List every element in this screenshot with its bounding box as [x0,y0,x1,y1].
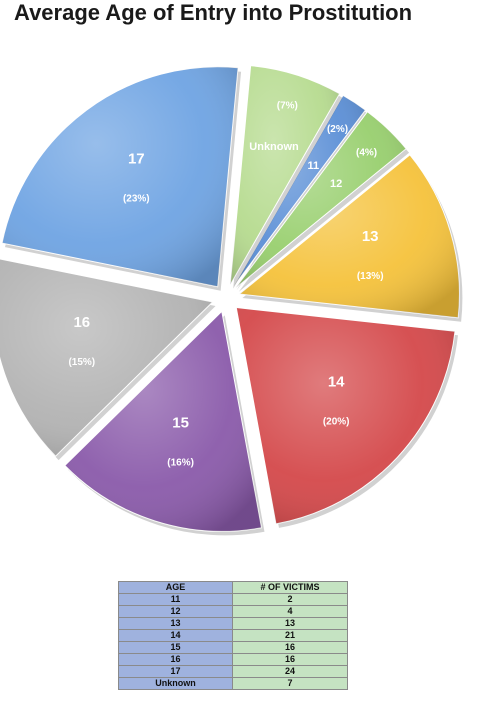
cell-age: 13 [118,617,233,630]
slice-label: 14 [328,373,345,390]
slice-percent-label: (13%) [357,271,384,282]
slice-percent-label: (15%) [68,357,95,368]
table-row: 13 13 [118,617,348,630]
cell-victims: 16 [232,653,348,666]
pie-slice-gloss [235,111,407,288]
header-victims: # OF VICTIMS [232,581,348,594]
slice-label: 12 [330,178,342,190]
header-age: AGE [118,581,233,594]
slice-percent-label: (4%) [356,147,377,158]
slice-percent-label: (2%) [327,124,348,135]
table-row: Unknown 7 [118,677,348,690]
cell-age: 16 [118,653,233,666]
slice-percent-label: (23%) [123,193,150,204]
slice-label: 17 [128,150,145,167]
pie-chart: 11 (2%) 12 (4%) 13 (13%) 14 (20%) 15 (16%) 16 (15%)… [0,65,463,536]
pie-slice-gloss [2,66,239,287]
pie-slice-gloss [230,65,340,285]
cell-victims: 7 [232,677,348,690]
table-row: 15 16 [118,641,348,654]
cell-age: Unknown [118,677,233,690]
pie-slice-gloss [64,311,262,532]
cell-victims: 21 [232,629,348,642]
table-row: 11 2 [118,593,348,606]
slice-label: 15 [172,414,189,431]
slice-percent-label: (16%) [167,457,194,468]
slice-label: 13 [362,228,379,245]
slice-percent-label: (20%) [323,416,350,427]
table-row: 14 21 [118,629,348,642]
pie-slice-gloss [233,95,366,287]
cell-victims: 16 [232,641,348,654]
cell-age: 12 [118,605,233,618]
cell-age: 17 [118,665,233,678]
cell-age: 14 [118,629,233,642]
cell-victims: 13 [232,617,348,630]
slice-label: 11 [308,160,320,172]
cell-victims: 2 [232,593,348,606]
cell-victims: 4 [232,605,348,618]
table-row: 16 16 [118,653,348,666]
table-row: 12 4 [118,605,348,618]
cell-age: 11 [118,593,233,606]
table-header-row: AGE # OF VICTIMS [118,581,348,594]
slice-percent-label: (7%) [277,100,298,111]
data-table: AGE # OF VICTIMS 11 2 12 4 13 13 14 21 1… [118,581,348,690]
chart-title: Average Age of Entry into Prostitution [14,0,413,25]
slice-label: 16 [73,314,90,331]
pie-slice-gloss [0,258,213,457]
slice-label: Unknown [249,141,299,153]
table-row: 17 24 [118,665,348,678]
cell-age: 15 [118,641,233,654]
cell-victims: 24 [232,665,348,678]
pie-slice-gloss [236,307,455,524]
pie-slice-gloss [239,154,460,318]
